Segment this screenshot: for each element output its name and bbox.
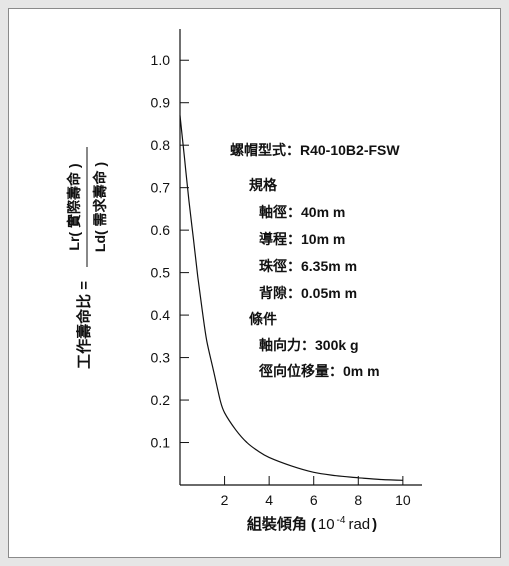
x-axis-label-main: 組裝傾角 xyxy=(247,515,307,533)
y-tick-label: 0.1 xyxy=(151,435,171,451)
y-tick-label: 0.2 xyxy=(151,392,171,408)
condition-axial-force: 軸向力：300k g xyxy=(259,337,359,353)
spec-header: 規格 xyxy=(249,177,278,193)
y-tick-label: 0.3 xyxy=(151,350,171,366)
x-tick-label: 2 xyxy=(221,492,229,508)
y-tick-label: 0.9 xyxy=(151,95,171,111)
y-tick-label: 0.8 xyxy=(151,137,171,153)
spec-ball-diameter: 珠徑：6.35m m xyxy=(259,258,357,274)
x-tick-label: 4 xyxy=(265,492,273,508)
y-tick-label: 0.7 xyxy=(151,180,171,196)
y-tick-label: 0.4 xyxy=(151,307,171,323)
y-tick-label: 0.5 xyxy=(151,265,171,281)
x-axis-label-unit-exp: -4 xyxy=(337,515,346,526)
chart-panel: 0.1 0.2 0.3 0.4 0.5 0.6 0.7 0.8 0.9 1.0 2 4 6 8 10 工作… xyxy=(8,8,501,558)
y-axis-label-main: 工作壽命比 = xyxy=(75,281,93,369)
x-axis-label-unit-rest: rad xyxy=(348,516,370,533)
x-axis-label-unit-base: 10 xyxy=(318,516,335,533)
spec-lead: 導程：10m m xyxy=(259,231,345,247)
condition-radial-displacement: 徑向位移量：0m m xyxy=(258,363,380,379)
x-axis-label: 組裝傾角(10 -4 rad) xyxy=(247,515,377,533)
y-tick-label: 1.0 xyxy=(151,52,171,68)
x-axis-label-paren-close: ) xyxy=(372,516,377,533)
condition-header: 條件 xyxy=(249,311,277,327)
life-ratio-chart: 0.1 0.2 0.3 0.4 0.5 0.6 0.7 0.8 0.9 1.0 2 4 6 8 10 工作… xyxy=(66,29,422,533)
y-axis-label: 工作壽命比 = Lr( 實際壽命 ) Ld( 需求壽命 ) xyxy=(66,147,108,369)
spec-shaft-diameter: 軸徑：40m m xyxy=(259,204,345,220)
y-tick-label: 0.6 xyxy=(151,222,171,238)
life-ratio-curve xyxy=(179,115,403,481)
y-ticks: 0.1 0.2 0.3 0.4 0.5 0.6 0.7 0.8 0.9 1.0 xyxy=(151,52,189,451)
spec-model: 螺帽型式：R40-10B2-FSW xyxy=(230,142,400,158)
x-tick-label: 8 xyxy=(354,492,362,508)
x-ticks: 2 4 6 8 10 xyxy=(221,476,411,508)
y-axis-label-numerator: Lr( 實際壽命 ) xyxy=(66,163,82,250)
x-axis-label-paren-open: ( xyxy=(311,516,316,533)
x-tick-label: 6 xyxy=(310,492,318,508)
y-axis-label-denominator: Ld( 需求壽命 ) xyxy=(92,162,108,252)
x-tick-label: 10 xyxy=(395,492,411,508)
spec-backlash: 背隙：0.05m m xyxy=(259,285,357,301)
spec-annotation: 螺帽型式：R40-10B2-FSW 規格 軸徑：40m m 導程：10m m 珠… xyxy=(230,142,400,379)
